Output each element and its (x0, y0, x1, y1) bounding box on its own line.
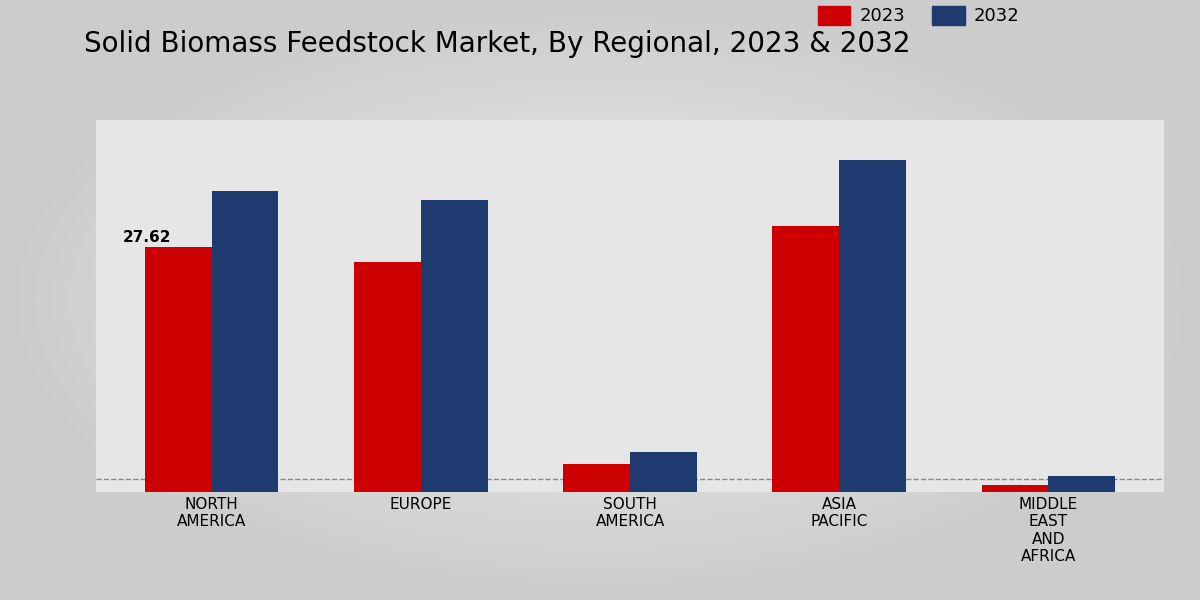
Bar (354, 262, 421, 492)
Bar (211, 191, 278, 492)
Bar (630, 452, 697, 492)
Text: Solid Biomass Feedstock Market, By Regional, 2023 & 2032: Solid Biomass Feedstock Market, By Regio… (84, 30, 911, 58)
Bar (144, 247, 211, 492)
Legend: 2023, 2032: 2023, 2032 (811, 0, 1027, 32)
Bar (839, 160, 906, 492)
Bar (563, 464, 630, 492)
Bar (1049, 476, 1116, 492)
Bar (773, 226, 839, 492)
Bar (982, 485, 1049, 492)
Bar (421, 200, 487, 492)
Text: 27.62: 27.62 (124, 230, 172, 245)
